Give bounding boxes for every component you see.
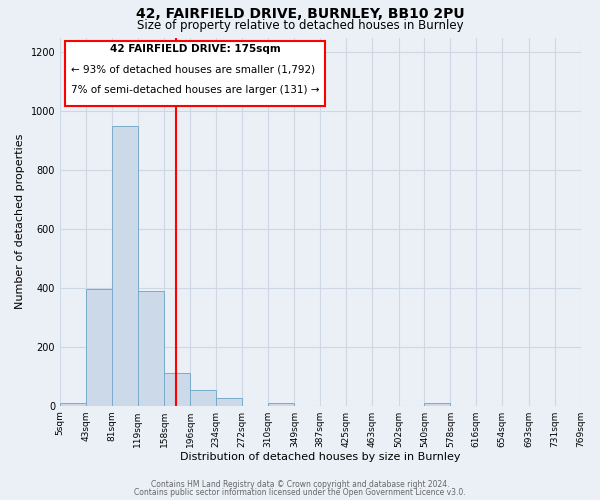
Bar	[138, 291, 164, 406]
FancyBboxPatch shape	[65, 41, 325, 106]
Bar	[86, 290, 112, 406]
Bar	[268, 403, 294, 406]
Text: Contains public sector information licensed under the Open Government Licence v3: Contains public sector information licen…	[134, 488, 466, 497]
Bar	[164, 374, 190, 406]
Bar	[112, 126, 138, 406]
Bar	[60, 403, 86, 406]
Text: Size of property relative to detached houses in Burnley: Size of property relative to detached ho…	[137, 18, 463, 32]
Text: 42 FAIRFIELD DRIVE: 175sqm: 42 FAIRFIELD DRIVE: 175sqm	[110, 44, 281, 54]
Bar	[216, 398, 242, 406]
Text: 7% of semi-detached houses are larger (131) →: 7% of semi-detached houses are larger (1…	[71, 84, 320, 94]
Bar	[190, 390, 216, 406]
Text: ← 93% of detached houses are smaller (1,792): ← 93% of detached houses are smaller (1,…	[71, 64, 316, 74]
Text: 42, FAIRFIELD DRIVE, BURNLEY, BB10 2PU: 42, FAIRFIELD DRIVE, BURNLEY, BB10 2PU	[136, 8, 464, 22]
X-axis label: Distribution of detached houses by size in Burnley: Distribution of detached houses by size …	[180, 452, 461, 462]
Y-axis label: Number of detached properties: Number of detached properties	[15, 134, 25, 310]
Text: Contains HM Land Registry data © Crown copyright and database right 2024.: Contains HM Land Registry data © Crown c…	[151, 480, 449, 489]
Bar	[424, 403, 451, 406]
